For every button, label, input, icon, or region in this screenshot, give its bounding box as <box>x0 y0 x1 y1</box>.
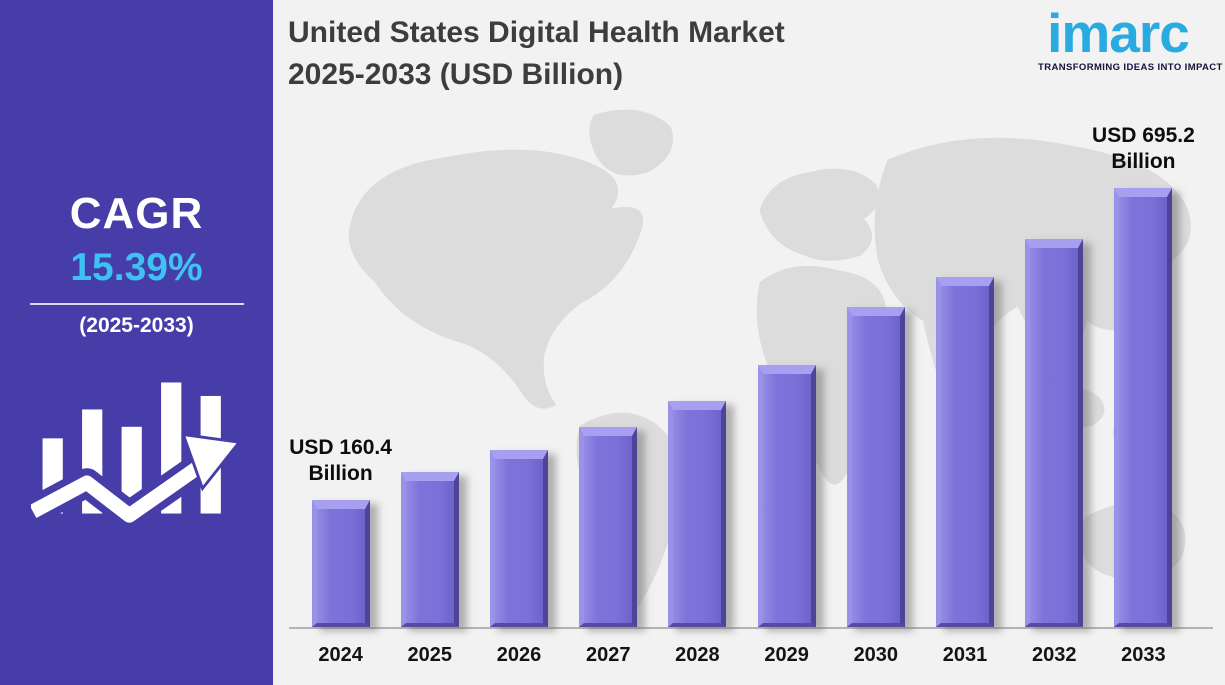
cagr-divider <box>29 303 244 305</box>
cagr-period: (2025-2033) <box>79 314 194 337</box>
bar-2025 <box>400 472 459 627</box>
value-annotation-2024: USD 160.4 Billion <box>289 435 392 486</box>
x-axis-label-2031: 2031 <box>942 644 988 666</box>
x-axis-label-2029: 2029 <box>764 644 809 666</box>
bar-2024 <box>311 500 370 627</box>
bar-2026 <box>490 450 548 627</box>
x-axis-label-2032: 2032 <box>1031 644 1077 666</box>
bar-2028 <box>668 401 727 627</box>
page-title: United States Digital Health Market 2025… <box>288 12 948 96</box>
bar-column-2026: 2026 <box>474 152 563 666</box>
imarc-logo: imarc TRANSFORMING IDEAS INTO IMPACT <box>1038 2 1223 74</box>
bar-column-2025: 2025 <box>385 152 474 666</box>
x-axis-label-2027: 2027 <box>585 644 631 666</box>
bar-chart: 2024 USD 160.4 Billion 2025 2026 2027 2028 2029… <box>289 124 1195 666</box>
cagr-label: CAGR <box>69 189 204 238</box>
cagr-value: 15.39% <box>70 246 203 289</box>
x-axis-label-2026: 2026 <box>496 644 542 666</box>
x-axis-label-2028: 2028 <box>675 644 720 666</box>
bar-2033 <box>1114 188 1173 627</box>
cagr-block: CAGR 15.39% (2025-2033) <box>0 192 273 338</box>
bar-column-2029: 2029 <box>742 152 831 666</box>
page-title-line1: United States Digital Health Market <box>288 16 785 49</box>
bar-column-2028: 2028 <box>653 152 742 666</box>
bar-column-2032: 2032 <box>1010 152 1099 666</box>
sidebar: CAGR 15.39% (2025-2033) <box>0 0 273 685</box>
x-axis-line <box>289 627 1213 629</box>
value-annotation-2033: USD 695.2 Billion <box>1092 123 1195 174</box>
bar-2032 <box>1025 239 1084 627</box>
bar-column-2024: 2024 USD 160.4 Billion <box>289 152 392 666</box>
bar-2029 <box>757 365 816 627</box>
bar-column-2030: 2030 <box>831 152 920 666</box>
bar-2027 <box>579 427 638 627</box>
x-axis-label-2030: 2030 <box>853 644 899 666</box>
imarc-logo-text: imarc <box>1047 2 1190 64</box>
page-title-line2: 2025-2033 (USD Billion) <box>288 58 624 91</box>
bar-chart-with-trend-arrow-icon <box>25 382 242 530</box>
x-axis-label-2025: 2025 <box>407 644 453 666</box>
bar-2031 <box>936 277 995 627</box>
bar-column-2033: 2033 USD 695.2 Billion <box>1092 124 1195 666</box>
imarc-logo-tagline: TRANSFORMING IDEAS INTO IMPACT <box>1038 62 1223 73</box>
bar-column-2031: 2031 <box>920 152 1009 666</box>
x-axis-label-2024: 2024 <box>318 644 363 666</box>
x-axis-label-2033: 2033 <box>1121 644 1166 666</box>
bar-column-2027: 2027 <box>564 152 653 666</box>
bar-2030 <box>846 307 905 627</box>
growth-icon-wrap <box>0 364 273 537</box>
